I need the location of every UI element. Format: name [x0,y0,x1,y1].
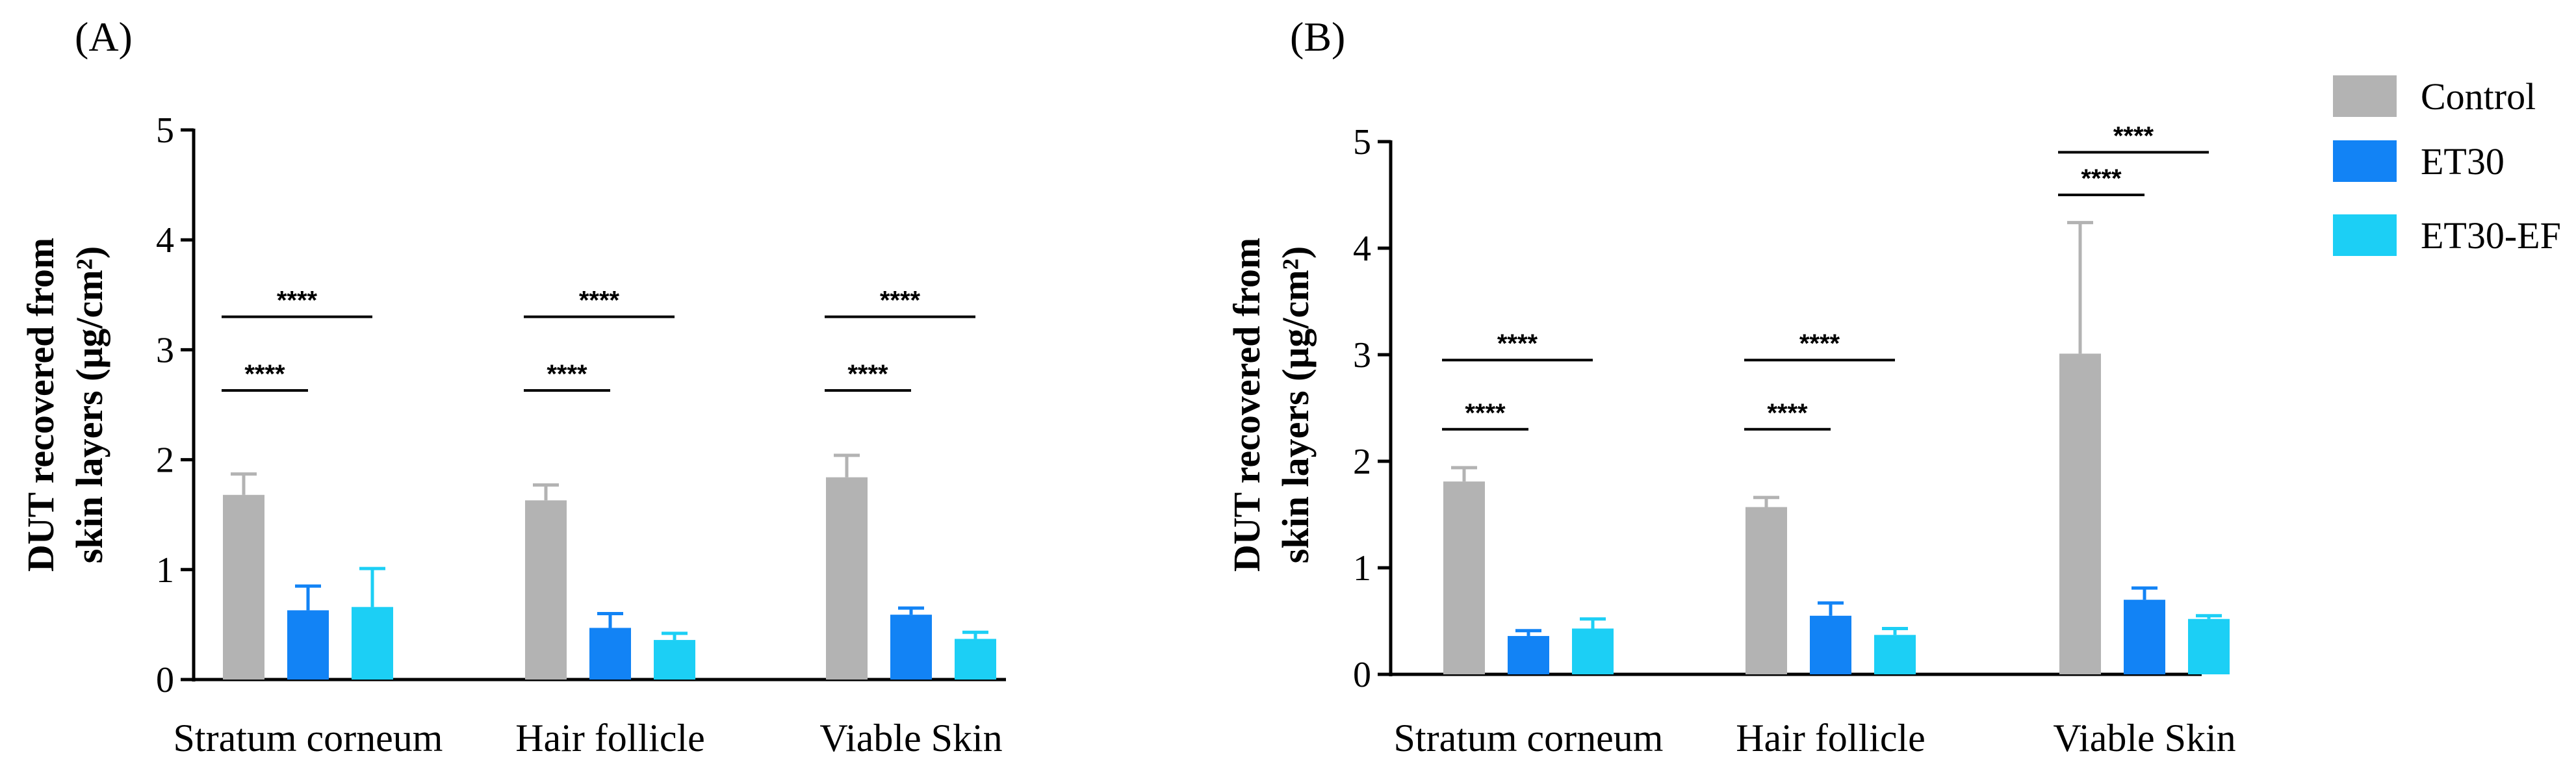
significance-label: **** [1465,399,1506,427]
y-axis-title-line2: skin layers (μg/cm²) [68,246,110,563]
bar-et30 [287,610,329,680]
bar-et30 [890,615,932,680]
y-axis-title-line2: skin layers (μg/cm²) [1274,246,1317,563]
significance-label: **** [2081,164,2122,193]
bar-et30 [1810,615,1851,674]
significance-label: **** [2113,121,2154,150]
significance-label: **** [880,286,921,315]
chart-panel-b: (B) DUT recovered from skin layers (μg/cm²… [1226,14,2236,759]
y-tick-label: 3 [1353,335,1371,376]
bar-control [223,494,264,680]
y-tick-label: 4 [156,220,174,261]
panel-label: (A) [75,14,133,60]
x-category-label: Stratum corneum [1394,717,1664,759]
x-category-label: Hair follicle [515,717,705,759]
bar-et30-ef [1572,628,1614,674]
bar-et30-ef [955,639,996,680]
x-category-label: Viable Skin [819,717,1002,759]
significance-label: **** [1767,399,1808,427]
y-tick-label: 5 [1353,122,1371,162]
bar-et30-ef [352,607,393,680]
significance-label: **** [244,360,285,388]
significance-label: **** [847,360,888,388]
bar-control [826,477,868,680]
bar-et30-ef [1874,635,1916,674]
chart-panel-a: (A) DUT recovered from skin layers (μg/cm²… [19,14,1006,759]
y-tick-label: 0 [156,660,174,700]
bar-et30-ef [2188,618,2230,674]
bar-control [2059,353,2101,674]
y-tick-label: 2 [156,440,174,481]
bar-et30 [589,628,631,680]
y-axis-title-line1: DUT recovered from [19,238,62,572]
bar-et30 [1508,635,1549,674]
y-tick-label: 2 [1353,442,1371,482]
significance-label: **** [579,286,620,315]
legend-swatch-et30-ef [2333,214,2397,256]
legend-label: Control [2421,75,2536,118]
x-category-label: Stratum corneum [174,717,443,759]
significance-label: **** [1799,329,1840,358]
y-tick-label: 1 [156,550,174,591]
y-tick-label: 1 [1353,548,1371,589]
legend-swatch-control [2333,75,2397,117]
significance-label: **** [1497,329,1538,358]
legend: Control ET30 ET30-EF [2333,75,2561,257]
y-axis-title-line1: DUT recovered from [1226,238,1268,572]
legend-label: ET30 [2421,140,2505,183]
y-tick-label: 3 [156,330,174,370]
y-tick-label: 5 [156,110,174,151]
bar-control [525,500,567,680]
bar-control [1443,481,1485,674]
bar-control [1745,507,1787,674]
y-tick-label: 0 [1353,655,1371,695]
legend-label: ET30-EF [2421,214,2561,257]
panel-label: (B) [1290,14,1345,60]
x-category-label: Viable Skin [2053,717,2235,759]
y-tick-label: 4 [1353,229,1371,269]
significance-label: **** [277,286,318,315]
legend-swatch-et30 [2333,140,2397,182]
bar-et30-ef [654,640,695,680]
significance-label: **** [547,360,587,388]
x-category-label: Hair follicle [1736,717,1926,759]
bar-et30 [2124,600,2165,674]
